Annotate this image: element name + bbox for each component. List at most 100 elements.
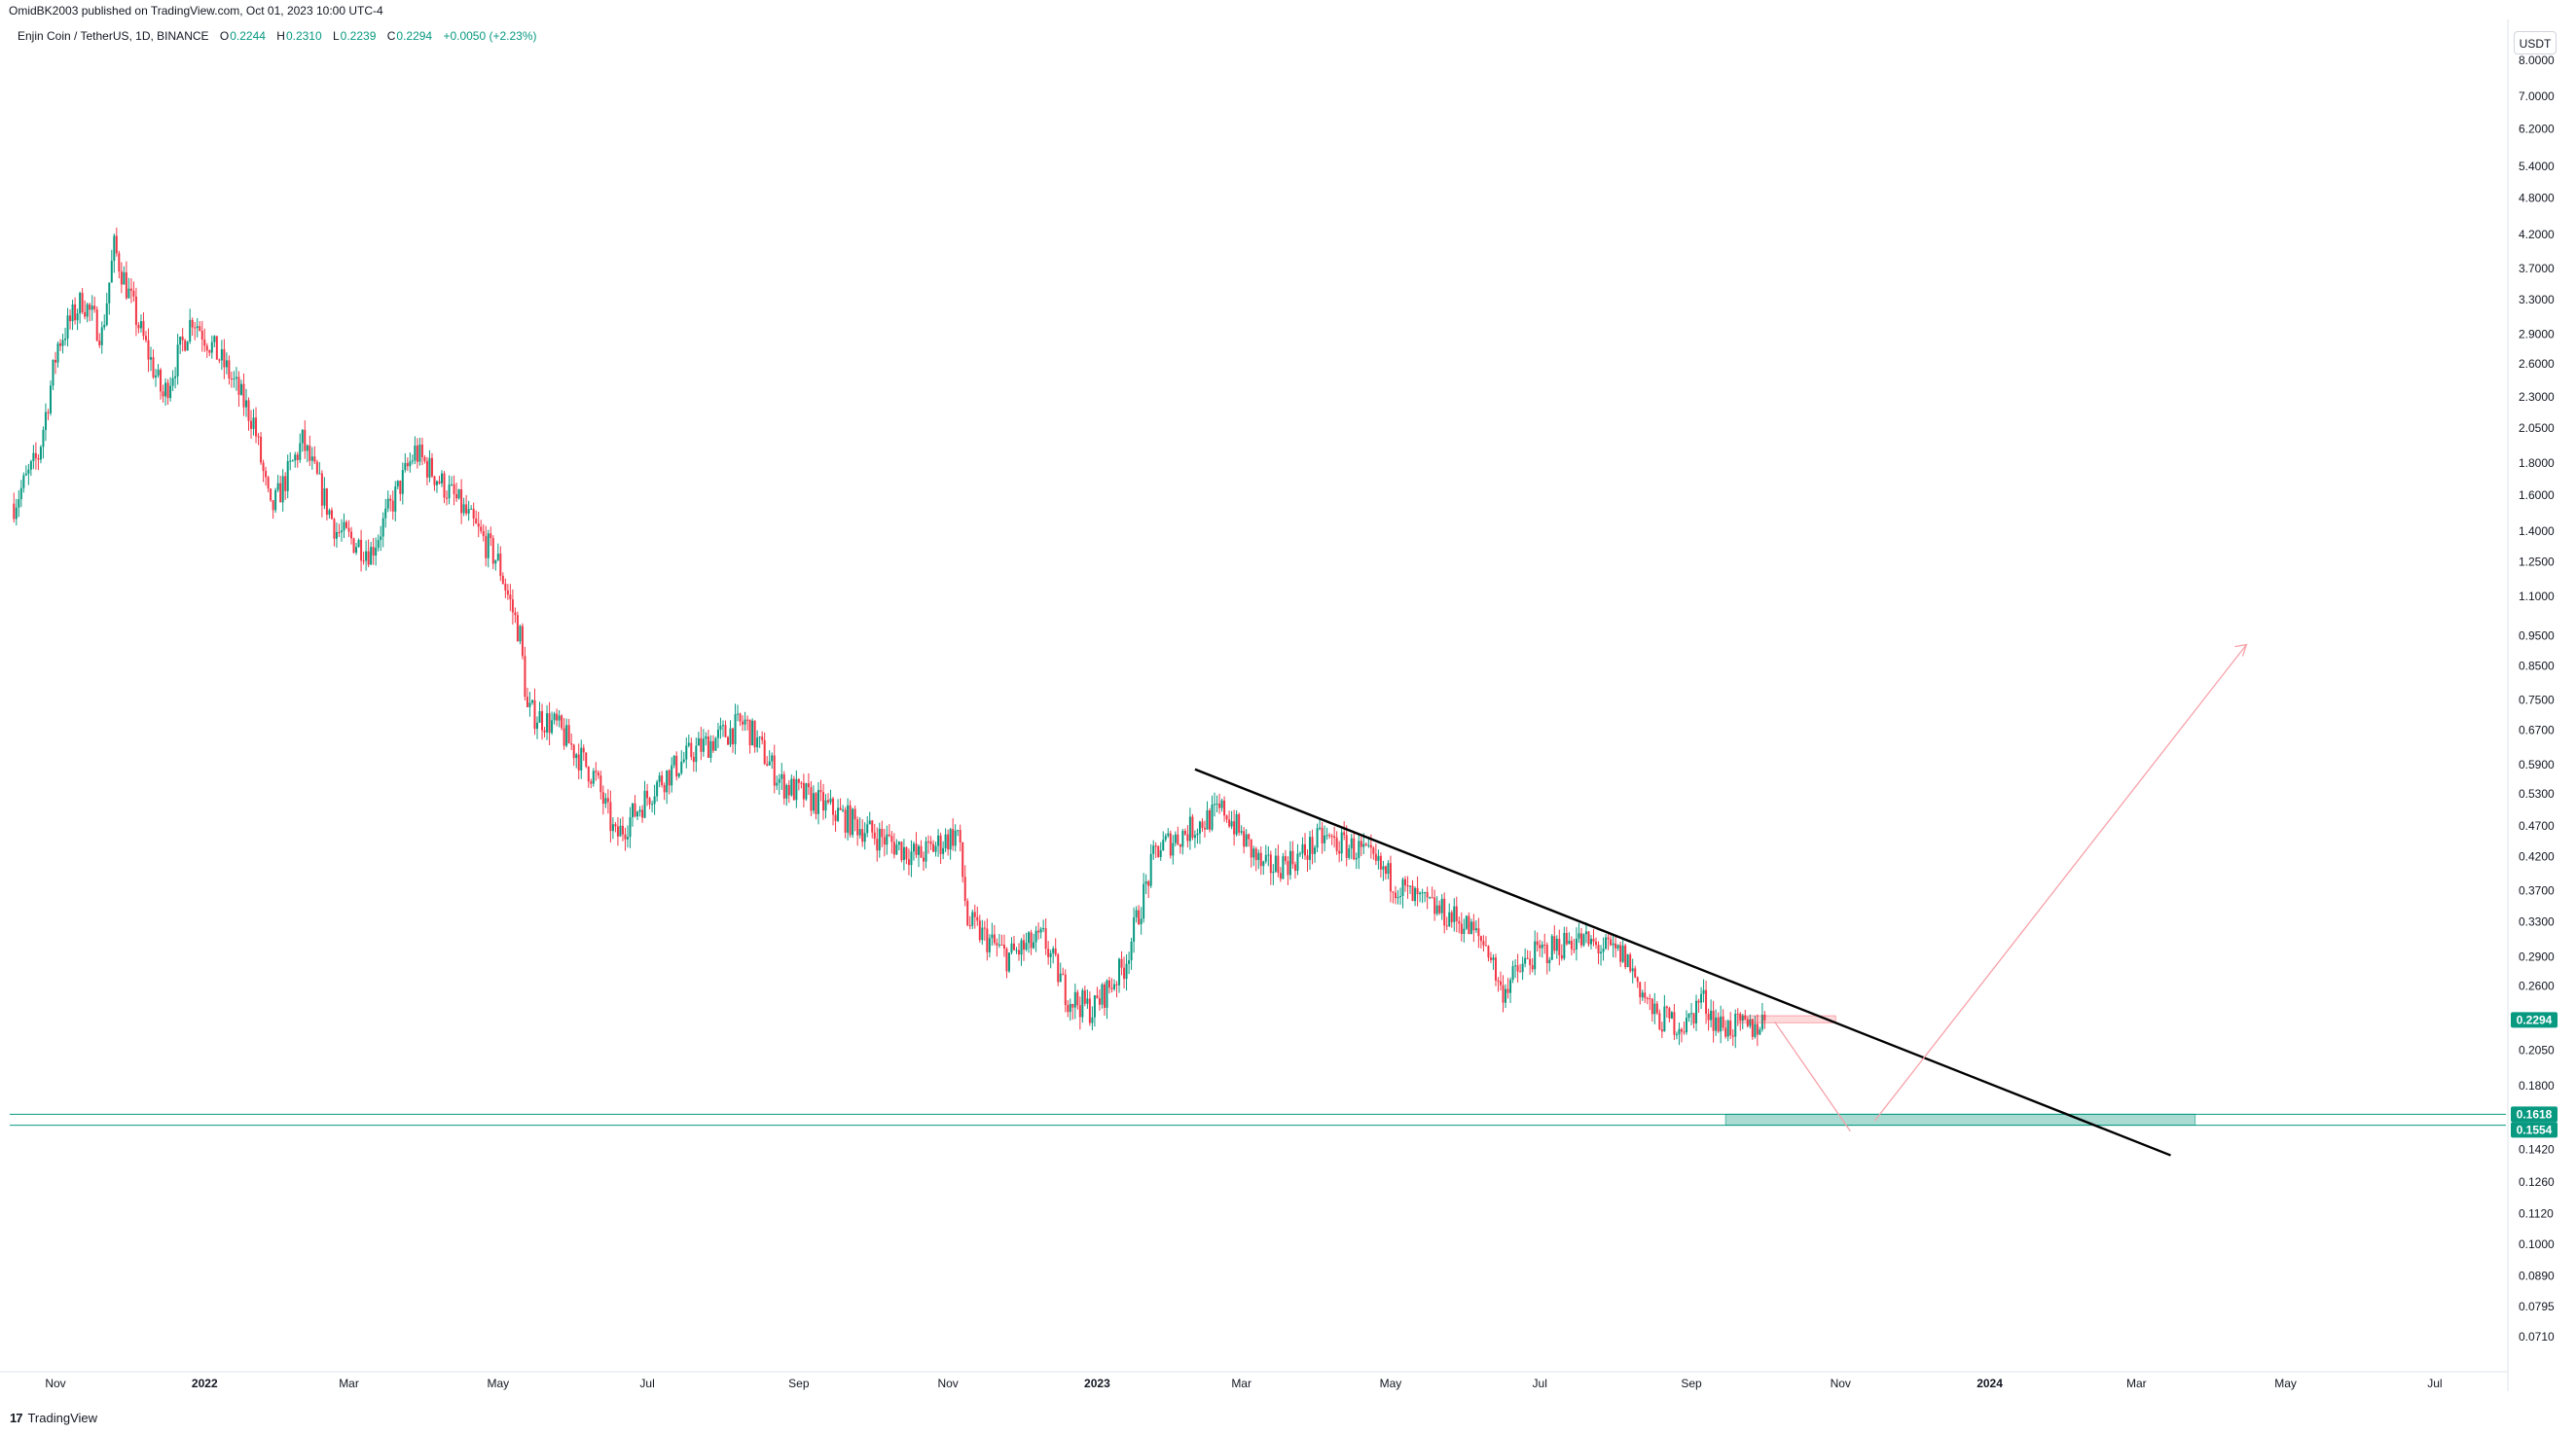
candle-body xyxy=(1717,1017,1720,1032)
candle-body xyxy=(1274,855,1277,872)
price-label-text: 0.1554 xyxy=(2517,1123,2553,1136)
candle-body xyxy=(514,612,517,616)
candle-body xyxy=(852,808,854,836)
candle-body xyxy=(1296,853,1299,872)
candle-body xyxy=(776,782,779,786)
price-label-bg xyxy=(2511,1012,2558,1028)
high-value: 0.2310 xyxy=(285,29,322,43)
candle-body xyxy=(920,845,923,858)
candle-body xyxy=(139,321,142,329)
candle-body xyxy=(648,798,651,805)
candle-body xyxy=(345,521,348,528)
candle-body xyxy=(125,271,127,299)
candle-body xyxy=(1655,1003,1658,1014)
candle-body xyxy=(771,755,774,762)
candle-body xyxy=(362,560,365,562)
candle-body xyxy=(966,901,969,925)
candle-body xyxy=(86,304,89,317)
candle-body xyxy=(1519,971,1522,973)
candle-body xyxy=(949,829,952,850)
candle-body xyxy=(551,720,554,734)
candle-body xyxy=(1487,946,1490,958)
candle-body xyxy=(621,825,624,835)
candle-body xyxy=(604,798,607,805)
candle-body xyxy=(54,359,56,363)
candle-body xyxy=(220,349,223,361)
candle-body xyxy=(377,540,380,548)
candle-body xyxy=(1702,989,1705,994)
candle-body xyxy=(797,778,800,783)
candle-body xyxy=(1619,945,1622,962)
candle-body xyxy=(1098,998,1101,1005)
close-value: 0.2294 xyxy=(396,29,433,43)
candle-body xyxy=(1206,810,1209,830)
candle-body xyxy=(13,503,16,520)
candle-body xyxy=(1364,843,1367,845)
candle-body xyxy=(536,722,539,730)
candle-body xyxy=(1002,945,1005,950)
price-tick-label: 4.2000 xyxy=(2519,228,2555,241)
candle-body xyxy=(472,508,475,520)
candle-body xyxy=(641,809,644,818)
candle-body xyxy=(1602,949,1605,952)
price-label-bg xyxy=(2511,1106,2558,1123)
candle-body xyxy=(957,830,960,832)
candle-body xyxy=(1128,960,1131,964)
candle-body xyxy=(372,547,375,556)
candle-body xyxy=(587,767,590,782)
candle-body xyxy=(1626,954,1629,968)
candle-body xyxy=(223,349,226,368)
candle-body xyxy=(435,481,438,485)
candle-body xyxy=(614,824,617,827)
candle-body xyxy=(1088,998,1091,1023)
candle-body xyxy=(420,444,423,457)
candle-body xyxy=(1545,945,1548,964)
candle-body xyxy=(1149,853,1152,886)
candle-body xyxy=(1506,988,1509,993)
candle-body xyxy=(174,376,177,378)
time-axis: Nov 2022 Mar May Jul Sep Nov 2023 Mar May Jul Sep No… xyxy=(45,1377,2442,1390)
low-label: L xyxy=(332,29,340,43)
candle-body xyxy=(162,391,164,397)
time-tick-label: 2023 xyxy=(1084,1377,1110,1390)
descending-trendline-line xyxy=(1194,768,2171,1157)
candle-body xyxy=(883,837,886,845)
candle-body xyxy=(538,711,541,723)
candle-body xyxy=(1514,965,1517,967)
candle-body xyxy=(1193,835,1196,839)
candle-body xyxy=(1431,897,1433,899)
candle-body xyxy=(1536,941,1539,946)
candle-body xyxy=(1138,910,1141,925)
candle-body xyxy=(932,843,935,852)
candle-body xyxy=(1358,841,1361,858)
candle-body xyxy=(1233,821,1236,835)
candle-body xyxy=(553,713,556,721)
symbol-name[interactable]: Enjin Coin / TetherUS, 1D, BINANCE xyxy=(18,29,209,43)
candle-body xyxy=(626,837,629,840)
candle-body xyxy=(296,454,299,460)
candle-body xyxy=(29,461,32,470)
candle-body xyxy=(1118,958,1121,986)
candle-body xyxy=(340,530,343,533)
candle-body xyxy=(861,829,864,842)
price-tick-label: 3.7000 xyxy=(2519,262,2555,275)
currency-button[interactable]: USDT xyxy=(2514,31,2557,54)
candle-body xyxy=(84,312,87,317)
candle-body xyxy=(1174,834,1177,843)
candle-body xyxy=(1411,885,1414,902)
candle-body xyxy=(44,412,47,430)
candle-body xyxy=(181,337,184,341)
candle-body xyxy=(556,713,559,721)
price-tick-label: 1.6000 xyxy=(2519,488,2555,502)
close-label: C xyxy=(386,29,396,43)
candle-body xyxy=(952,829,955,846)
candle-body xyxy=(389,498,392,501)
candle-body xyxy=(1526,957,1529,959)
footer-brand[interactable]: 17 TradingView xyxy=(10,1411,97,1425)
candle-body xyxy=(1720,1016,1723,1032)
candle-body xyxy=(27,469,30,474)
candle-body xyxy=(1697,1000,1700,1003)
time-tick-label: Sep xyxy=(1681,1377,1702,1390)
candle-body xyxy=(1729,1021,1732,1036)
